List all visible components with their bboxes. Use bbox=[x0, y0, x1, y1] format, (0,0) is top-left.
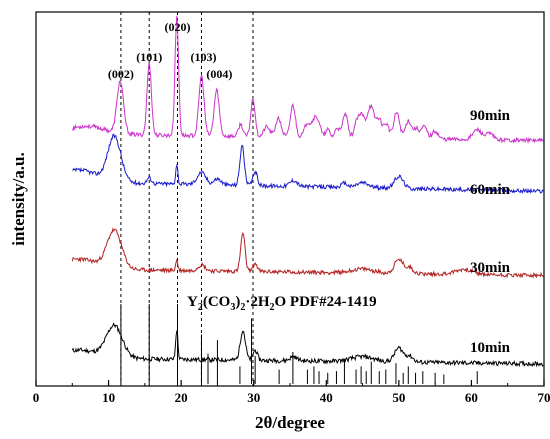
x-tick-label-30: 30 bbox=[247, 390, 260, 405]
series-line-30min bbox=[71, 227, 544, 279]
series-label-60min: 60min bbox=[470, 182, 511, 198]
series-line-60min bbox=[72, 133, 544, 195]
peak-label-3: (103) bbox=[190, 50, 216, 64]
x-tick-label-10: 10 bbox=[102, 390, 115, 405]
x-tick-label-50: 50 bbox=[392, 390, 405, 405]
series-line-10min bbox=[71, 322, 544, 368]
x-axis-title: 2θ/degree bbox=[255, 413, 325, 432]
reference-label: Y2(CO3)2·2H2O PDF#24-1419 bbox=[187, 294, 377, 313]
peak-index-labels: (002)(101) (020) (103) (004) bbox=[108, 20, 233, 81]
x-tick-label-60: 60 bbox=[465, 390, 478, 405]
pattern-curves bbox=[71, 15, 544, 368]
series-label-90min: 90min bbox=[470, 108, 511, 124]
x-tick-label-40: 40 bbox=[320, 390, 333, 405]
reference-sticks bbox=[120, 304, 478, 384]
peak-label-1: (101) bbox=[136, 50, 162, 64]
x-tick-label-0: 0 bbox=[33, 390, 40, 405]
x-tick-label-20: 20 bbox=[175, 390, 188, 405]
series-label-30min: 30min bbox=[470, 260, 511, 276]
peak-label-4: (004) bbox=[206, 67, 232, 81]
peak-label-2: (020) bbox=[165, 20, 191, 34]
series-line-90min bbox=[71, 15, 544, 145]
series-labels: 10min 30min 60min 90min bbox=[470, 108, 511, 356]
dashed-guide-lines bbox=[120, 12, 254, 386]
peak-label-0: (002) bbox=[108, 67, 134, 81]
series-label-10min: 10min bbox=[470, 340, 511, 356]
x-axis-ticks: 0 10 20 30 40 50 60 70 bbox=[33, 380, 550, 405]
x-tick-label-70: 70 bbox=[538, 390, 550, 405]
y-axis-title: intensity/a.u. bbox=[9, 152, 28, 246]
